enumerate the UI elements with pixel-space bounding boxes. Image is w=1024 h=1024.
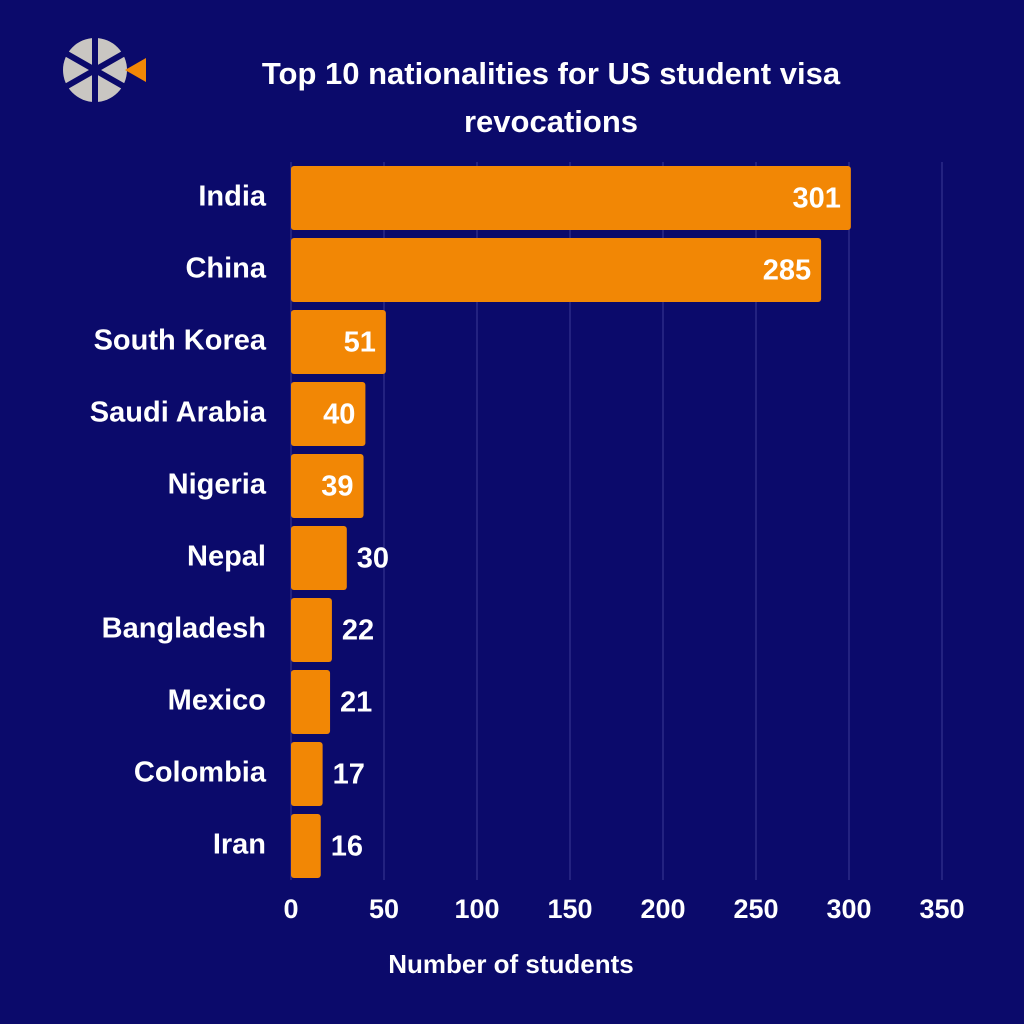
value-label: 16 [331, 831, 363, 863]
value-label: 22 [342, 615, 374, 647]
value-label: 17 [333, 759, 365, 791]
x-tick-label: 350 [919, 894, 964, 924]
x-tick-label: 250 [733, 894, 778, 924]
bar [291, 526, 347, 590]
bar [291, 742, 323, 806]
bars: India 301 China 285 South Korea 51 Saudi Arabi… [90, 166, 851, 878]
value-label: 301 [792, 183, 840, 215]
y-tick-label: India [198, 181, 267, 213]
x-tick-label: 0 [283, 894, 298, 924]
value-label: 30 [357, 543, 389, 575]
y-tick-label: Colombia [134, 757, 267, 789]
x-tick-label: 200 [640, 894, 685, 924]
x-tick-label: 100 [454, 894, 499, 924]
y-tick-label: South Korea [94, 325, 267, 357]
y-tick-label: Mexico [168, 685, 266, 717]
value-label: 39 [321, 471, 353, 503]
value-label: 51 [344, 327, 376, 359]
chart-title: Top 10 nationalities for US student visa… [261, 56, 841, 139]
value-label: 21 [340, 687, 372, 719]
y-tick-label: Nepal [187, 541, 266, 573]
y-tick-label: China [185, 253, 266, 285]
y-tick-label: Nigeria [168, 469, 267, 501]
x-tick-label: 300 [826, 894, 871, 924]
value-label: 285 [763, 255, 811, 287]
y-tick-label: Bangladesh [102, 613, 266, 645]
bar [291, 670, 331, 734]
y-tick-label: Saudi Arabia [90, 397, 267, 429]
x-axis-label: Number of students [388, 949, 634, 979]
bar [291, 814, 321, 878]
bar [291, 238, 822, 302]
bar [291, 454, 364, 518]
value-label: 40 [323, 399, 355, 431]
bar [291, 382, 366, 446]
x-tick-label: 150 [547, 894, 592, 924]
logo [63, 38, 146, 102]
y-tick-label: Iran [213, 829, 266, 861]
bar [291, 310, 386, 374]
bar [291, 166, 851, 230]
bar [291, 598, 332, 662]
x-tick-label: 50 [369, 894, 399, 924]
